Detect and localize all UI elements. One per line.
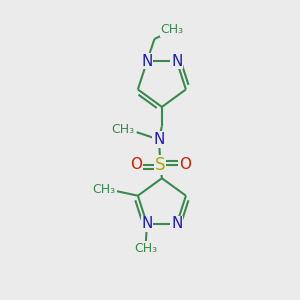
Text: N: N [141,54,153,69]
Text: N: N [153,132,165,147]
Text: O: O [179,158,191,172]
Text: S: S [155,156,166,174]
Text: CH₃: CH₃ [161,23,184,37]
Text: N: N [171,54,182,69]
Text: CH₃: CH₃ [92,183,116,196]
Text: CH₃: CH₃ [111,123,134,136]
Text: N: N [141,216,153,231]
Text: O: O [130,158,142,172]
Text: N: N [171,216,182,231]
Text: CH₃: CH₃ [134,242,157,255]
